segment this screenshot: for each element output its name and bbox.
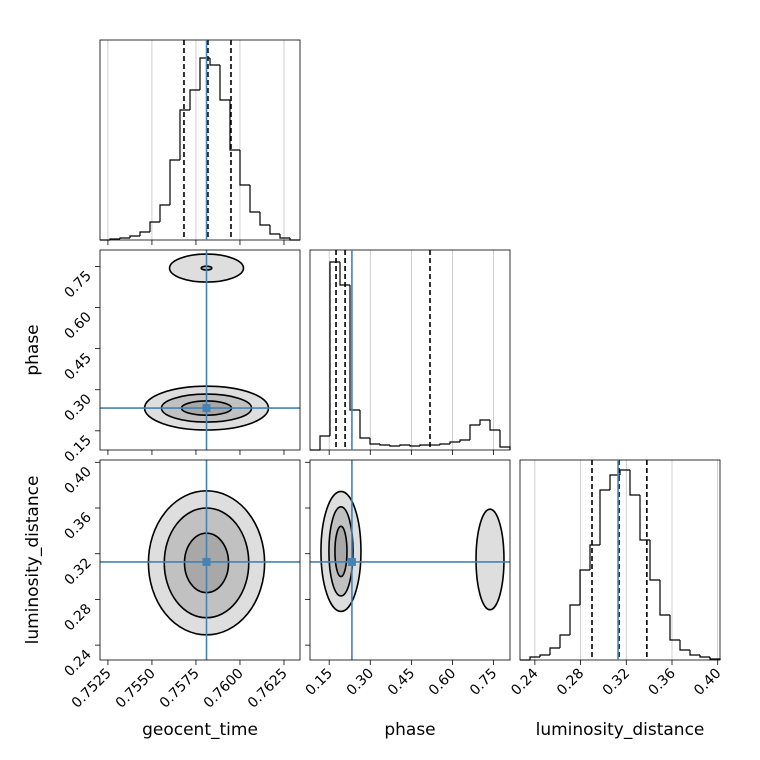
histogram-step xyxy=(579,569,590,605)
histogram-step xyxy=(629,470,640,496)
x-tick-label: 0.7550 xyxy=(113,666,159,712)
x-axis-label: phase xyxy=(384,720,435,740)
histogram-step xyxy=(349,285,360,411)
histogram-step xyxy=(359,410,370,439)
histogram-step xyxy=(709,657,721,660)
y-tick-label: 0.36 xyxy=(61,509,94,542)
x-tick-label: 0.75 xyxy=(467,666,500,699)
x-tick-label: 0.40 xyxy=(691,666,724,699)
y-axis-label: luminosity_distance xyxy=(23,476,43,645)
histogram-step xyxy=(119,237,130,239)
histogram-step xyxy=(609,474,620,490)
histogram-step xyxy=(689,650,700,656)
panel-frame xyxy=(309,249,511,451)
x-tick-label: 0.15 xyxy=(303,666,336,699)
histogram-step xyxy=(399,444,410,446)
histogram-step xyxy=(449,441,460,444)
histogram-step xyxy=(329,261,340,436)
histogram-step xyxy=(239,150,250,186)
histogram-step xyxy=(249,185,260,213)
histogram-step xyxy=(529,656,540,660)
y-axis-label: phase xyxy=(23,324,43,375)
histogram-step xyxy=(269,225,280,235)
histogram-step xyxy=(229,100,240,151)
histogram-step xyxy=(319,435,330,450)
x-tick-label: 0.24 xyxy=(508,665,541,698)
y-tick-label: 0.32 xyxy=(61,555,94,588)
histogram-step xyxy=(599,489,610,545)
y-tick-label: 0.28 xyxy=(61,601,94,634)
histogram-step xyxy=(409,445,420,447)
truth-marker xyxy=(202,557,211,566)
histogram-step xyxy=(589,544,600,570)
histogram-step xyxy=(659,580,670,616)
y-tick-label: 0.45 xyxy=(61,350,94,383)
panel-frame xyxy=(99,249,301,451)
x-tick-label: 0.7600 xyxy=(201,666,247,712)
histogram-step xyxy=(619,469,630,475)
histogram-step xyxy=(649,540,660,581)
x-tick-label: 0.7575 xyxy=(157,666,203,712)
x-tick-label: 0.30 xyxy=(344,666,377,699)
y-tick-label: 0.60 xyxy=(61,309,94,342)
histogram-step xyxy=(499,430,511,450)
x-tick-label: 0.60 xyxy=(426,666,459,699)
histogram-step xyxy=(489,420,500,431)
histogram-step xyxy=(419,444,430,446)
histogram-step xyxy=(259,212,270,226)
histogram-step xyxy=(459,439,470,442)
panel-frame xyxy=(99,459,301,661)
histogram-step xyxy=(479,419,490,425)
x-axis-label: geocent_time xyxy=(142,720,258,740)
histogram-step xyxy=(219,65,230,101)
histogram-step xyxy=(159,204,170,222)
x-tick-label: 0.45 xyxy=(385,666,418,699)
histogram-step xyxy=(209,58,220,66)
histogram-step xyxy=(279,234,290,239)
histogram-step xyxy=(369,438,380,445)
histogram-step xyxy=(639,495,650,541)
panel-frame xyxy=(519,459,721,661)
contour xyxy=(334,525,348,578)
x-tick-label: 0.28 xyxy=(554,666,587,699)
x-tick-label: 0.32 xyxy=(600,666,633,699)
histogram-step xyxy=(339,262,350,286)
contour xyxy=(320,490,362,613)
x-tick-label: 0.7625 xyxy=(245,666,291,712)
x-tick-label: 0.36 xyxy=(645,665,678,698)
histogram-step xyxy=(179,109,190,160)
histogram-step xyxy=(549,647,560,655)
panel-frame xyxy=(99,39,301,241)
y-tick-label: 0.40 xyxy=(61,464,94,497)
truth-marker xyxy=(202,404,211,413)
panel-frame xyxy=(309,459,511,661)
histogram-step xyxy=(389,445,400,447)
y-tick-label: 0.24 xyxy=(61,647,94,680)
y-tick-label: 0.30 xyxy=(61,391,94,424)
y-tick-label: 0.15 xyxy=(61,432,94,465)
histogram-step xyxy=(679,640,690,651)
histogram-step xyxy=(669,615,680,641)
histogram-step xyxy=(109,238,120,240)
contour xyxy=(328,506,354,597)
histogram-step xyxy=(569,604,580,635)
histogram-step xyxy=(139,231,150,236)
histogram-step xyxy=(699,655,710,658)
contour xyxy=(475,508,505,611)
histogram-step xyxy=(149,221,160,232)
histogram-step xyxy=(189,89,200,110)
y-tick-label: 0.75 xyxy=(61,268,94,301)
histogram-step xyxy=(289,238,300,241)
histogram-step xyxy=(129,235,140,238)
histogram-step xyxy=(559,634,570,648)
truth-marker xyxy=(347,557,356,566)
histogram-step xyxy=(539,654,550,657)
histogram-step xyxy=(169,159,180,205)
histogram-step xyxy=(469,424,480,440)
histogram-step xyxy=(439,443,450,445)
histogram-step xyxy=(379,444,390,446)
x-axis-label: luminosity_distance xyxy=(536,720,705,740)
